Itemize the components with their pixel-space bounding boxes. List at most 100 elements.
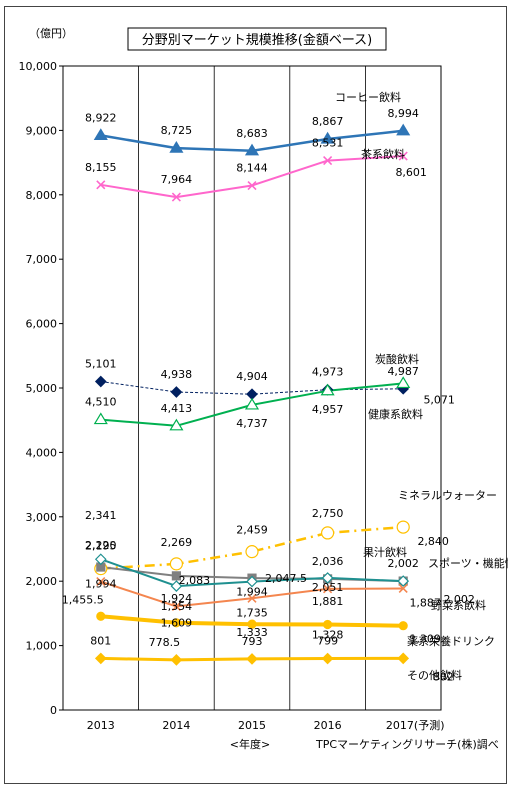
health-marker <box>396 376 411 389</box>
coffee-marker <box>169 140 184 153</box>
carbonated-marker <box>246 388 258 401</box>
other-marker <box>397 652 410 665</box>
y-tick-label: 8,000 <box>26 189 58 202</box>
juice-marker <box>171 571 181 581</box>
tea-value-label: 8,155 <box>85 161 117 174</box>
carbonated-marker <box>94 375 107 388</box>
herbal-series-name: 薬系栄養ドリンク <box>407 634 495 648</box>
mineral-value-label: 2,840 <box>417 535 449 548</box>
vegetable-value-label: 1,994 <box>85 578 117 591</box>
mineral-marker <box>169 557 183 571</box>
y-tick-label: 0 <box>50 704 57 717</box>
herbal-marker <box>171 618 181 628</box>
x-tick-label: 2014 <box>162 719 190 732</box>
sports-value-label: 1,924 <box>161 592 193 605</box>
juice-value-label: 2,036 <box>312 555 344 568</box>
vegetable-value-label: 1,735 <box>236 606 268 619</box>
coffee-marker <box>320 131 335 144</box>
herbal-value-label: 1,328 <box>312 628 344 641</box>
x-tick-label: 2013 <box>87 719 115 732</box>
herbal-value-label: 1,354 <box>161 600 193 613</box>
mineral-marker <box>396 520 410 534</box>
health-value-label: 4,957 <box>312 403 344 416</box>
vegetable-marker <box>247 593 257 603</box>
data-labels: 8,922 8,725 8,683 8,867 8,994 コーヒー飲料 8,155 7,96… <box>62 90 508 683</box>
carbonated-value-label: 4,973 <box>312 366 344 379</box>
source-note: TPCマーケティングリサーチ(株)調べ <box>315 737 499 751</box>
coffee-marker <box>93 128 108 141</box>
mineral-series-name: ミネラルウォーター <box>398 489 497 502</box>
mineral-marker <box>245 545 259 559</box>
chart-frame: 分野別マーケット規模推移(金額ベース) （億円） <年度> TPCマーケティング… <box>4 6 508 784</box>
herbal-marker <box>96 611 106 621</box>
health-value-label: 4,510 <box>85 396 117 409</box>
sports-marker <box>170 580 183 592</box>
carbonated-series-name: 炭酸飲料 <box>375 352 419 366</box>
mineral-value-label: 2,750 <box>312 507 344 520</box>
tea-marker <box>323 156 333 166</box>
other-marker <box>246 653 258 665</box>
sports-value-label: 2,002 <box>443 593 475 606</box>
x-tick-label: 2016 <box>314 719 342 732</box>
title-box <box>127 27 387 51</box>
herbal-value-label: 1,333 <box>236 626 268 639</box>
y-tick-label: 1,000 <box>26 640 58 653</box>
coffee-series-name: コーヒー飲料 <box>335 90 401 104</box>
tea-marker <box>247 180 257 191</box>
axes: 0 1,000 2,000 3,000 4,000 5,000 6,000 7,000 8,00… <box>19 60 445 732</box>
other-marker <box>321 652 334 665</box>
vegetable-value-label: 1,609 <box>161 616 193 629</box>
sports-marker <box>246 575 258 588</box>
sports-value-label: 2,051 <box>312 581 344 594</box>
coffee-value-label: 8,922 <box>85 111 117 124</box>
sports-marker <box>397 575 410 587</box>
tea-series-name: 茶系飲料 <box>361 147 405 161</box>
carbonated-value-label: 4,987 <box>387 365 419 378</box>
y-tick-label: 9,000 <box>26 124 58 137</box>
y-tick-label: 10,000 <box>19 60 58 73</box>
herbal-value-label: 1,309 <box>409 633 441 646</box>
sports-value-label: 2,341 <box>85 509 117 522</box>
sports-marker <box>321 572 334 584</box>
chart-title: 分野別マーケット規模推移(金額ベース) <box>142 32 373 48</box>
tea-value-label: 8,144 <box>236 162 268 175</box>
other-value-label: 801 <box>90 634 111 647</box>
other-value-label: 778.5 <box>149 636 181 649</box>
y-tick-label: 3,000 <box>26 511 58 524</box>
health-marker <box>169 418 184 431</box>
carbonated-value-label: 4,904 <box>236 370 268 383</box>
health-marker <box>244 397 260 410</box>
y-tick-label: 5,000 <box>26 382 58 395</box>
vegetable-marker <box>398 583 408 594</box>
juice-value-label: 2,220 <box>85 539 117 552</box>
tea-marker <box>171 192 181 202</box>
other-value-label: 799 <box>317 635 338 648</box>
other-series-name: その他飲料 <box>407 668 462 682</box>
other-value-label: 793 <box>242 635 263 648</box>
vegetable-value-label: 1,881 <box>312 595 344 608</box>
coffee-value-label: 8,725 <box>161 124 193 137</box>
tea-marker <box>398 151 408 161</box>
coffee-value-label: 8,994 <box>387 107 419 120</box>
tea-value-label: 8,531 <box>312 137 344 150</box>
y-tick-label: 2,000 <box>26 575 58 588</box>
sports-series-name: スポーツ・機能性 <box>428 556 508 570</box>
sports-value-label: 1,994 <box>236 586 268 599</box>
x-axis-label: <年度> <box>230 737 270 751</box>
herbal-marker <box>323 619 333 630</box>
health-series-name: 健康系飲料 <box>368 407 423 421</box>
coffee-marker <box>396 123 411 136</box>
health-marker <box>93 412 108 425</box>
series-markers <box>93 123 411 666</box>
vegetable-series-name: 野菜系飲料 <box>431 598 486 612</box>
y-unit-label: （億円） <box>29 27 73 40</box>
sports-marker <box>94 553 107 566</box>
health-value-label: 4,413 <box>161 402 193 415</box>
coffee-value-label: 8,867 <box>312 115 344 128</box>
tea-value-label: 7,964 <box>161 173 193 186</box>
mineral-line <box>100 525 404 570</box>
mineral-value-label: 2,195 <box>85 540 117 553</box>
other-marker <box>94 652 107 665</box>
juice-series-name: 果汁飲料 <box>363 545 407 559</box>
herbal-value-label: 1,455.5 <box>62 593 104 606</box>
